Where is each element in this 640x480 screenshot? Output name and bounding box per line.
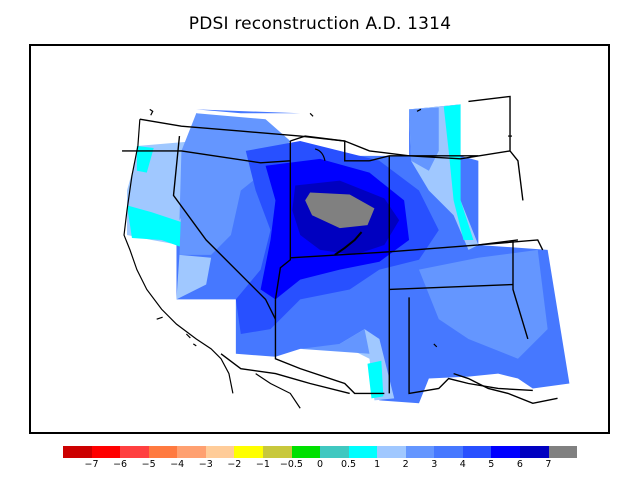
colorbar-swatch — [320, 446, 349, 458]
pdsi-map — [122, 95, 570, 409]
map-frame — [29, 44, 610, 434]
map-islands — [149, 108, 513, 348]
field-coast-cyan-north — [136, 145, 154, 173]
colorbar-tick-label: −3 — [198, 459, 213, 470]
colorbar-swatch — [462, 446, 492, 458]
colorbar-labels: −7 −6 −5 −4 −3 −2 −1 −0.5 0 0.5 1 2 3 4 5 6 7 — [63, 459, 577, 473]
colorbar-swatch — [405, 446, 435, 458]
field-south-cyan — [367, 360, 384, 399]
colorbar-swatch — [234, 446, 263, 458]
oklahoma-border — [478, 239, 544, 251]
island — [185, 333, 197, 347]
montana-dakota-border — [468, 95, 524, 201]
california-nevada-border — [172, 135, 277, 320]
river-line — [334, 231, 363, 256]
colorbar-tick-label: 1 — [374, 459, 381, 470]
colorbar-swatch — [177, 446, 206, 458]
gulf-coastline — [255, 373, 301, 409]
island — [416, 108, 422, 112]
idaho-border — [290, 135, 370, 162]
field-north-plains-blue3 — [409, 107, 439, 171]
colorbar-swatch — [291, 446, 321, 458]
colorbar-swatch — [348, 446, 378, 458]
colorbar-swatch — [91, 446, 121, 458]
four-corners-latitude — [290, 239, 519, 259]
map-title: PDSI reconstruction A.D. 1314 — [188, 14, 452, 34]
colorado-newmexico-border — [389, 283, 514, 291]
island — [314, 148, 326, 161]
colorbar-tick-label: 6 — [516, 459, 523, 470]
nevada-utah-border — [274, 141, 291, 300]
pdsi-field — [126, 104, 570, 404]
kansas-border — [512, 239, 529, 340]
pacific-coastline — [123, 119, 234, 394]
colorbar-swatch — [434, 446, 463, 458]
colorbar — [63, 446, 578, 458]
colorbar-tick-label: −1 — [255, 459, 270, 470]
island — [156, 316, 163, 320]
colorbar-swatch — [520, 446, 549, 458]
colorbar-tick-label: 0.5 — [340, 459, 357, 470]
island — [433, 343, 438, 348]
field-south-blue3 — [300, 329, 370, 354]
field-north-plains-cyan — [443, 104, 474, 240]
mexico-border — [220, 353, 350, 395]
colorbar-tick-label: −0.5 — [279, 459, 303, 470]
colorbar-swatch — [548, 446, 578, 458]
arizona-border — [274, 299, 385, 395]
colorbar-tick-label: 7 — [545, 459, 552, 470]
rio-grande — [453, 372, 558, 405]
colorbar-swatch — [120, 446, 149, 458]
colorbar-tick-label: −5 — [141, 459, 156, 470]
island — [149, 108, 154, 116]
colorbar-tick-label: −2 — [227, 459, 242, 470]
colorbar-swatch — [63, 446, 92, 458]
newmexico-texas-border — [408, 297, 533, 395]
colorbar-tick-label: −6 — [113, 459, 128, 470]
colorbar-tick-label: 3 — [431, 459, 438, 470]
island — [309, 112, 314, 117]
field-interior-lighter — [179, 113, 241, 221]
colorbar-tick-label: −4 — [170, 459, 185, 470]
field-coast-cyan — [126, 205, 184, 248]
colorbar-tick-label: 5 — [488, 459, 495, 470]
boundaries — [122, 95, 558, 409]
field-nevada-light — [176, 254, 212, 300]
field-missing — [305, 192, 375, 229]
colorbar-tick-label: 0 — [316, 459, 324, 470]
colorbar-swatch — [262, 446, 292, 458]
colorbar-tick-label: 4 — [459, 459, 466, 470]
field-se-blue3 — [418, 249, 548, 359]
colorbar-tick-label: 2 — [402, 459, 409, 470]
colorbar-swatch — [491, 446, 520, 458]
colorbar-swatch — [377, 446, 406, 458]
wyoming-border — [369, 155, 479, 162]
oregon-nevada-border — [122, 150, 291, 164]
colorbar-swatch — [148, 446, 178, 458]
colorbar-swatch — [205, 446, 235, 458]
colorbar-tick-label: −7 — [84, 459, 99, 470]
